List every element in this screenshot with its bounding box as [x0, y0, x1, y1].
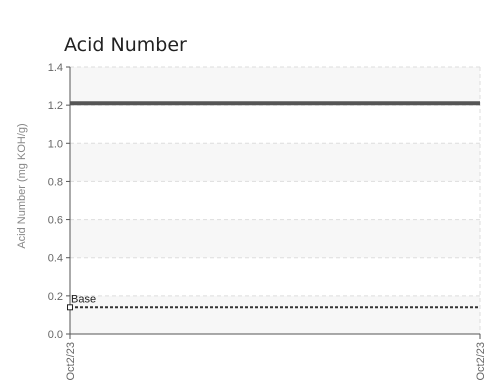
- base-marker: [67, 304, 73, 311]
- x-tick-label: Oct2/23: [65, 342, 77, 381]
- y-tick-label: 0.6: [48, 215, 63, 227]
- series-lines: [70, 101, 480, 309]
- chart-title: Acid Number: [64, 34, 187, 56]
- y-tick-label: 1.0: [48, 138, 63, 150]
- y-axis-label: Acid Number (mg KOH/g): [16, 123, 28, 248]
- y-ticks: 0.0 0.2 0.4 0.6 0.8 1.0 1.2 1.4: [48, 62, 70, 341]
- axes: [69, 67, 480, 335]
- grid-band: [70, 219, 480, 258]
- x-ticks: Oct2/23 Oct2/23: [65, 334, 487, 381]
- gridlines: [69, 66, 481, 335]
- grid-band: [70, 67, 480, 106]
- grid-band: [70, 143, 480, 182]
- grid-band: [70, 295, 480, 334]
- annotations: Base: [67, 293, 96, 311]
- y-tick-label: 0.8: [48, 176, 63, 188]
- base-label: Base: [71, 293, 96, 305]
- background-bands: [70, 67, 480, 334]
- y-tick-label: 0.0: [48, 329, 63, 341]
- y-tick-label: 0.4: [48, 253, 63, 265]
- y-tick-label: 1.2: [48, 100, 63, 112]
- y-tick-label: 0.2: [48, 291, 63, 303]
- x-tick-label: Oct2/23: [475, 342, 487, 381]
- y-tick-label: 1.4: [48, 62, 63, 74]
